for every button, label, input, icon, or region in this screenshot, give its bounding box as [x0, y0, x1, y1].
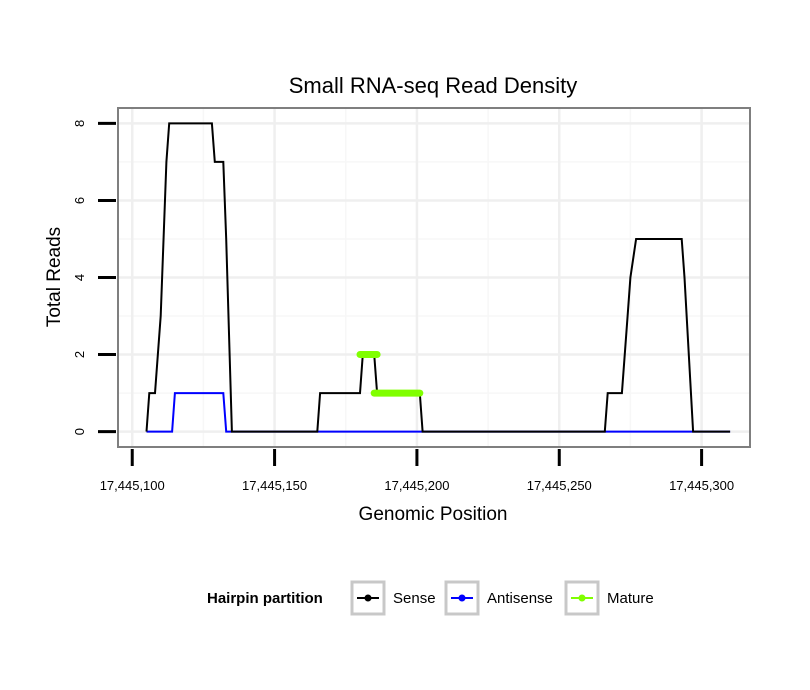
legend-label-mature: Mature — [607, 590, 654, 607]
x-tick-label: 17,445,300 — [669, 478, 734, 493]
legend-label-antisense: Antisense — [487, 590, 553, 607]
legend: Hairpin partition Sense Antisense Mature — [207, 580, 654, 616]
y-tick-label: 6 — [72, 197, 87, 204]
y-tick-label: 2 — [72, 351, 87, 358]
y-tick-label: 8 — [72, 120, 87, 127]
x-tick-label: 17,445,100 — [100, 478, 165, 493]
y-tick-label: 0 — [72, 428, 87, 435]
legend-label-sense: Sense — [393, 590, 436, 607]
legend-key-point-antisense — [458, 594, 466, 602]
legend-key-point-mature — [578, 594, 586, 602]
x-axis: 17,445,100 17,445,150 17,445,200 17,445,250… — [100, 449, 734, 493]
x-tick-label: 17,445,200 — [384, 478, 449, 493]
chart-title: Small RNA-seq Read Density — [289, 73, 578, 98]
y-axis-title: Total Reads — [44, 227, 65, 327]
x-axis-title: Genomic Position — [359, 504, 508, 525]
x-tick-label: 17,445,150 — [242, 478, 307, 493]
series-layer — [145, 122, 731, 433]
legend-key-point-sense — [364, 594, 372, 602]
x-tick-label: 17,445,250 — [527, 478, 592, 493]
plot-border — [117, 107, 751, 448]
y-tick-label: 4 — [72, 274, 87, 281]
y-axis: 0 2 4 6 8 — [72, 120, 116, 435]
legend-title: Hairpin partition — [207, 590, 323, 607]
